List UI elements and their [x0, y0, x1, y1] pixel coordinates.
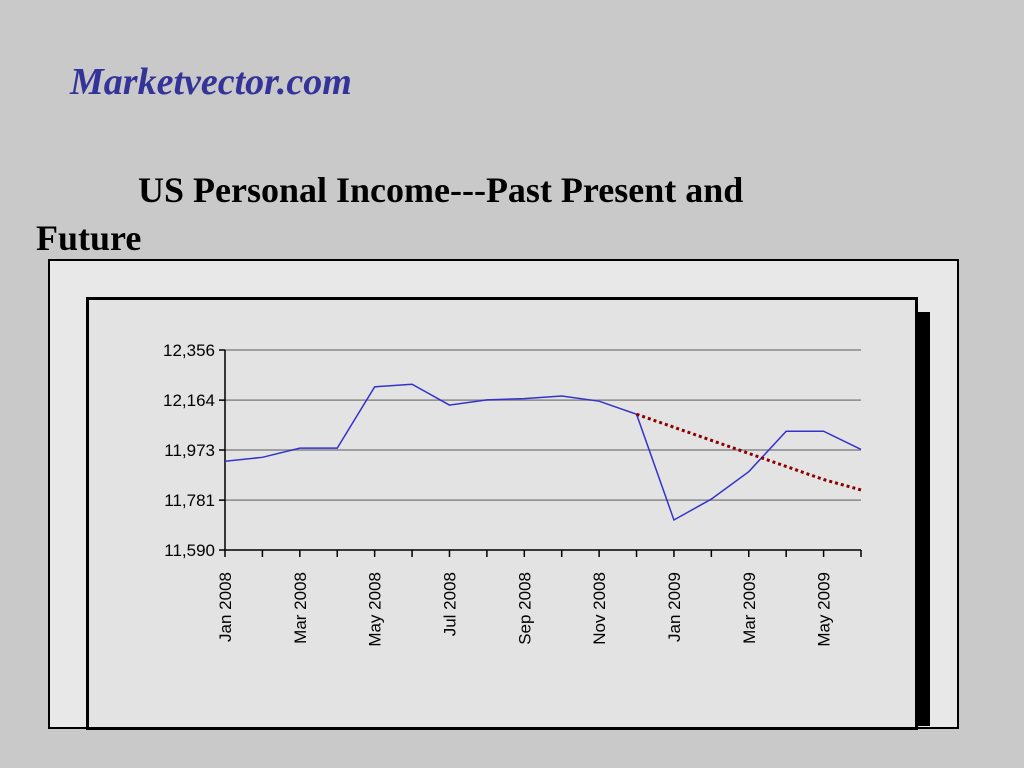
- y-tick-label: 11,781: [164, 491, 215, 510]
- slide-heading: US Personal Income---Past Present and Fu…: [36, 166, 936, 262]
- x-tick-label: Jul 2008: [440, 572, 459, 636]
- y-tick-label: 12,356: [163, 341, 215, 360]
- x-tick-label: Nov 2008: [590, 572, 609, 645]
- income-series-line: [224, 383, 862, 522]
- x-tick-label: Jan 2008: [216, 572, 235, 642]
- chart-panel: 12,356 12,164 11,973 11,781 11,590 Jan 2008 Ma…: [86, 297, 918, 730]
- x-tick-label: Sep 2008: [515, 572, 534, 645]
- x-tick-label: May 2009: [815, 572, 834, 647]
- x-tick-label: May 2008: [366, 572, 385, 647]
- y-tick-label: 11,590: [164, 541, 215, 560]
- y-tick-label: 11,973: [164, 441, 215, 460]
- y-tick-label: 12,164: [163, 391, 215, 410]
- slide-heading-line-1: US Personal Income---Past Present and: [138, 170, 744, 210]
- x-tick-label: Jan 2009: [665, 572, 684, 642]
- forecast-trend-line: [636, 412, 862, 492]
- site-title: Marketvector.com: [70, 61, 352, 103]
- x-tick-label: Mar 2009: [740, 572, 759, 644]
- slide-heading-line-2: Future: [36, 218, 142, 258]
- x-tick-label: Mar 2008: [291, 572, 310, 644]
